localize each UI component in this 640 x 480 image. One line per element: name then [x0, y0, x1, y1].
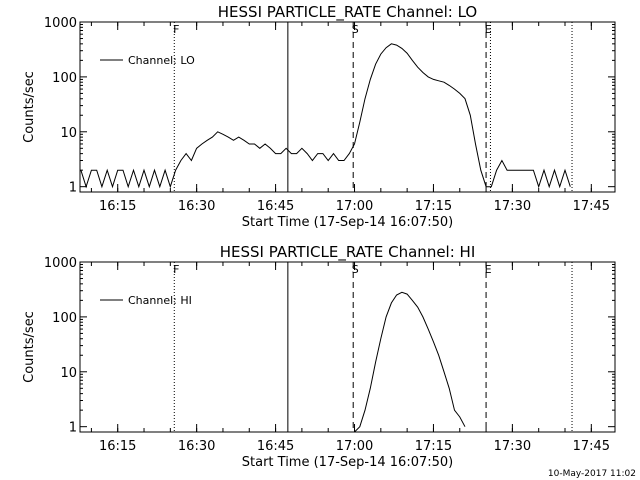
chart-title: HESSI PARTICLE_RATE Channel: LO — [218, 3, 477, 22]
y-tick-label: 1000 — [44, 256, 77, 271]
y-tick-label: 10 — [60, 366, 77, 381]
y-tick-label: 100 — [52, 71, 77, 86]
y-tick-label: 10 — [60, 126, 77, 141]
x-tick-label: 16:45 — [257, 439, 294, 454]
plot-frame — [79, 261, 616, 433]
x-tick-label: 17:15 — [415, 199, 452, 214]
x-axis-label: Start Time (17-Sep-14 16:07:50) — [242, 215, 453, 230]
x-tick-label: 17:00 — [336, 199, 373, 214]
y-axis-label: Counts/sec — [22, 311, 37, 383]
x-axis-label: Start Time (17-Sep-14 16:07:50) — [242, 455, 453, 470]
y-tick-label: 1 — [69, 181, 77, 196]
event-marker-label: F — [173, 263, 179, 276]
generation-timestamp: 10-May-2017 11:02 — [548, 469, 636, 479]
event-marker-label: E — [485, 263, 492, 276]
x-tick-label: 17:00 — [336, 439, 373, 454]
x-tick-label: 16:30 — [178, 199, 215, 214]
x-tick-label: 17:30 — [494, 439, 531, 454]
series-line — [80, 43, 571, 189]
legend-label: Channel: LO — [128, 54, 195, 67]
x-tick-label: 16:45 — [257, 199, 294, 214]
x-tick-label: 17:15 — [415, 439, 452, 454]
x-tick-label: 16:15 — [99, 199, 136, 214]
x-tick-label: 16:30 — [178, 439, 215, 454]
plot-frame — [79, 21, 616, 193]
x-tick-label: 17:45 — [573, 199, 610, 214]
y-tick-label: 1 — [69, 421, 77, 436]
x-tick-label: 17:30 — [494, 199, 531, 214]
y-tick-label: 1000 — [44, 16, 77, 31]
y-axis-label: Counts/sec — [22, 71, 37, 143]
event-marker-label: S — [352, 263, 359, 276]
x-tick-label: 17:45 — [573, 439, 610, 454]
chart-title: HESSI PARTICLE_RATE Channel: HI — [220, 243, 476, 262]
y-tick-label: 100 — [52, 311, 77, 326]
event-marker-label: E — [485, 23, 492, 36]
event-marker-label: S — [352, 23, 359, 36]
event-marker-label: F — [173, 23, 179, 36]
x-tick-label: 16:15 — [99, 439, 136, 454]
series-line — [354, 291, 466, 432]
legend-label: Channel: HI — [128, 294, 192, 307]
